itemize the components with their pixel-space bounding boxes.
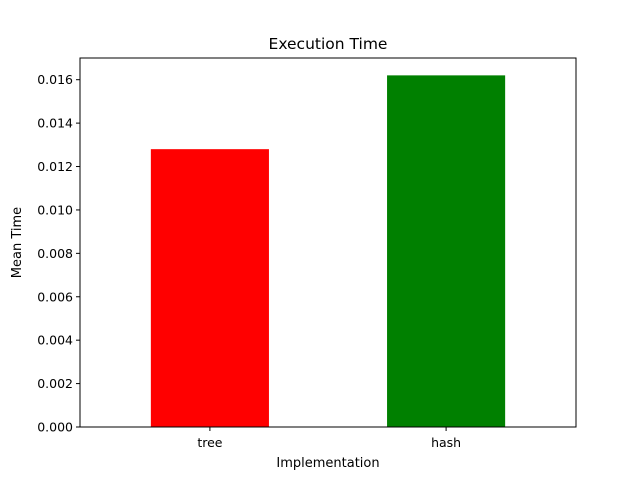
bars-layer <box>150 75 506 427</box>
y-tick-label: 0.002 <box>37 376 73 391</box>
y-axis-label: Mean Time <box>10 207 25 278</box>
plot-frame <box>79 57 577 428</box>
y-tick-label: 0.008 <box>37 246 73 261</box>
x-tick-label: hash <box>431 435 461 450</box>
y-tick-label: 0.004 <box>37 333 73 348</box>
y-tick-label: 0.010 <box>37 202 73 217</box>
y-tick-label: 0.012 <box>37 159 73 174</box>
y-tick-label: 0.014 <box>37 116 73 131</box>
y-tick-label: 0.016 <box>37 72 73 87</box>
y-tick-label: 0.006 <box>37 289 73 304</box>
y-tick-label: 0.000 <box>37 420 73 435</box>
chart-title: Execution Time <box>269 35 388 53</box>
y-axis-ticks: 0.000 0.002 0.004 0.006 0.008 0.010 0.012 0.014… <box>37 72 80 435</box>
x-axis-label: Implementation <box>276 456 379 471</box>
bar-tree <box>150 149 269 427</box>
bar-hash <box>387 75 506 427</box>
x-axis-ticks: tree hash <box>197 427 461 450</box>
x-tick-label: tree <box>197 435 222 450</box>
